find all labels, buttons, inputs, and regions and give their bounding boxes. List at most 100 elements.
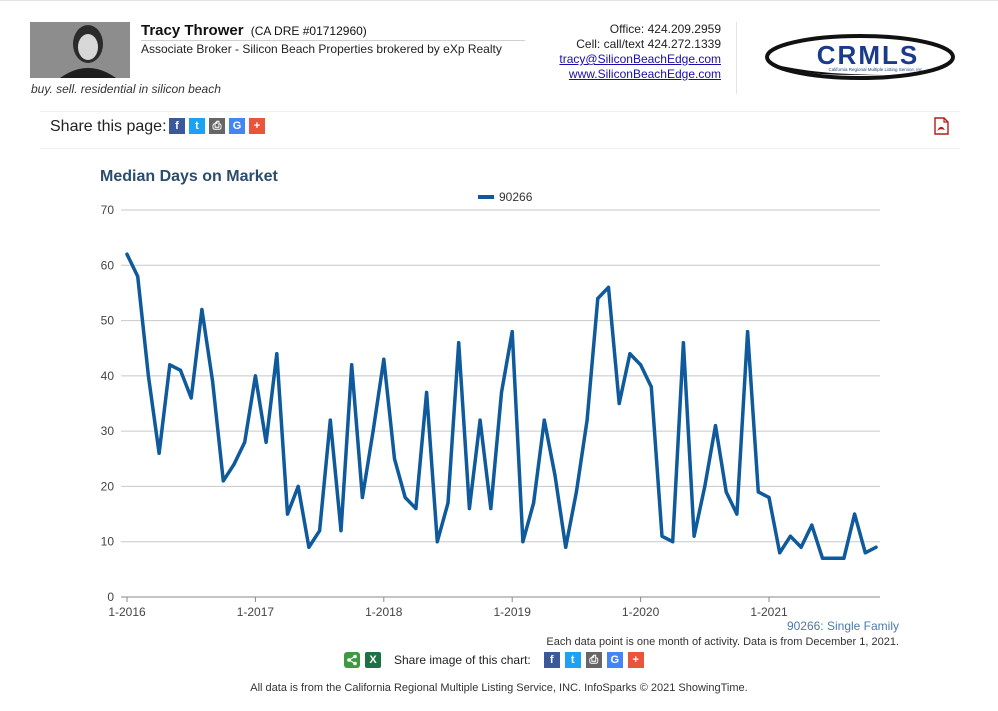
data-point [510, 330, 514, 334]
data-point [350, 363, 354, 367]
footer-credit: All data is from the California Regional… [250, 682, 748, 694]
agent-photo [30, 22, 130, 78]
data-point [168, 363, 172, 367]
data-point [874, 545, 878, 549]
excel-icon[interactable]: X [365, 652, 381, 668]
data-point [746, 330, 750, 334]
data-point [724, 490, 728, 494]
data-point [146, 374, 150, 378]
pdf-icon[interactable] [933, 117, 949, 140]
crmls-logo-text: CRMLS [817, 40, 919, 70]
share-page-label: Share this page: [50, 118, 167, 135]
print-icon[interactable]: ⎙ [209, 118, 225, 134]
agent-tagline: buy. sell. residential in silicon beach [31, 82, 221, 96]
data-point [478, 418, 482, 422]
data-point [403, 495, 407, 500]
data-point [243, 440, 247, 444]
google-icon[interactable]: G [229, 118, 245, 134]
data-point [189, 396, 193, 400]
data-point [136, 274, 140, 278]
data-point [703, 484, 707, 489]
data-point [371, 429, 375, 433]
legend-label-90266: 90266 [499, 190, 533, 204]
data-point [681, 341, 686, 345]
y-tick-label: 60 [101, 258, 115, 272]
y-tick-label: 30 [101, 424, 115, 438]
data-point [692, 534, 696, 538]
x-tick-label: 1-2017 [237, 605, 275, 619]
y-tick-label: 50 [101, 314, 115, 328]
data-point [446, 501, 450, 505]
data-point [810, 523, 814, 527]
data-point [200, 307, 204, 312]
agent-title: Associate Broker - Silicon Beach Propert… [141, 40, 525, 56]
data-point [842, 556, 846, 560]
chart-facebook-icon[interactable]: f [543, 652, 560, 668]
data-point [617, 401, 621, 406]
data-point [489, 506, 493, 511]
top-divider [0, 0, 998, 1]
data-point [211, 379, 215, 383]
x-tick-label: 1-2020 [622, 605, 660, 619]
data-point [574, 490, 579, 494]
data-point [425, 390, 429, 395]
data-point [831, 556, 835, 560]
data-point [339, 529, 343, 533]
data-point [820, 556, 825, 560]
data-point [553, 473, 557, 477]
data-point [414, 506, 418, 511]
agent-name-text: Tracy Thrower [141, 22, 244, 39]
chart-print-icon[interactable]: ⎙ [585, 652, 602, 668]
y-tick-label: 20 [101, 479, 115, 493]
chart-title: Median Days on Market [100, 168, 278, 185]
line-chart: 0 10 20 30 40 50 60 70 1-2016 1-2017 1-2018 1-2019 1… [101, 190, 880, 619]
agent-title-text: Associate Broker - Silicon Beach Propert… [141, 42, 502, 56]
cell-phone: Cell: call/text 424.272.1339 [576, 37, 721, 51]
plus-icon[interactable]: + [249, 118, 265, 134]
data-point [542, 418, 546, 422]
data-point [585, 418, 589, 422]
data-point [778, 551, 782, 555]
twitter-icon[interactable]: t [189, 118, 205, 134]
data-point [392, 457, 397, 461]
x-tick-label: 1-2021 [750, 605, 788, 619]
data-point [457, 341, 461, 345]
data-point [596, 296, 600, 301]
data-point [756, 490, 760, 494]
contact-block: Office: 424.209.2959 Cell: call/text 424… [559, 22, 721, 82]
data-point [275, 352, 279, 356]
chart-plus-icon[interactable]: + [627, 652, 644, 668]
y-tick-label: 70 [101, 203, 115, 217]
x-tick-label: 1-2018 [365, 605, 403, 619]
series-line-90266 [125, 252, 878, 561]
data-point [296, 484, 300, 489]
data-point [157, 451, 161, 455]
data-point [713, 424, 718, 428]
website-link[interactable]: www.SiliconBeachEdge.com [568, 67, 721, 81]
agent-name: Tracy Thrower (CA DRE #01712960) [141, 22, 367, 39]
data-point [564, 545, 568, 549]
data-point [799, 545, 803, 549]
chart-series-label: 90266: Single Family [786, 619, 899, 633]
data-point [660, 534, 664, 538]
chart-google-icon[interactable]: G [606, 652, 623, 668]
data-point [499, 390, 504, 395]
facebook-icon[interactable]: f [169, 118, 185, 134]
x-tick-label: 1-2016 [108, 605, 146, 619]
share-chart-label: Share image of this chart: [394, 653, 531, 667]
share-page-icons: f t ⎙ G + [169, 118, 265, 134]
data-point [467, 506, 471, 511]
y-tick-label: 0 [107, 590, 114, 604]
data-point [435, 540, 439, 544]
data-point [253, 374, 257, 378]
data-point [671, 540, 675, 544]
email-link[interactable]: tracy@SiliconBeachEdge.com [559, 52, 721, 66]
chart-twitter-icon[interactable]: t [564, 652, 581, 668]
data-point [521, 540, 525, 544]
data-point [767, 495, 771, 500]
share-icon[interactable] [344, 652, 360, 668]
data-point [606, 285, 611, 289]
data-point [178, 368, 183, 372]
data-point [328, 418, 332, 422]
data-point [532, 501, 536, 505]
